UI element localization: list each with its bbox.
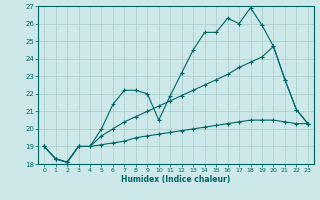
X-axis label: Humidex (Indice chaleur): Humidex (Indice chaleur) bbox=[121, 175, 231, 184]
